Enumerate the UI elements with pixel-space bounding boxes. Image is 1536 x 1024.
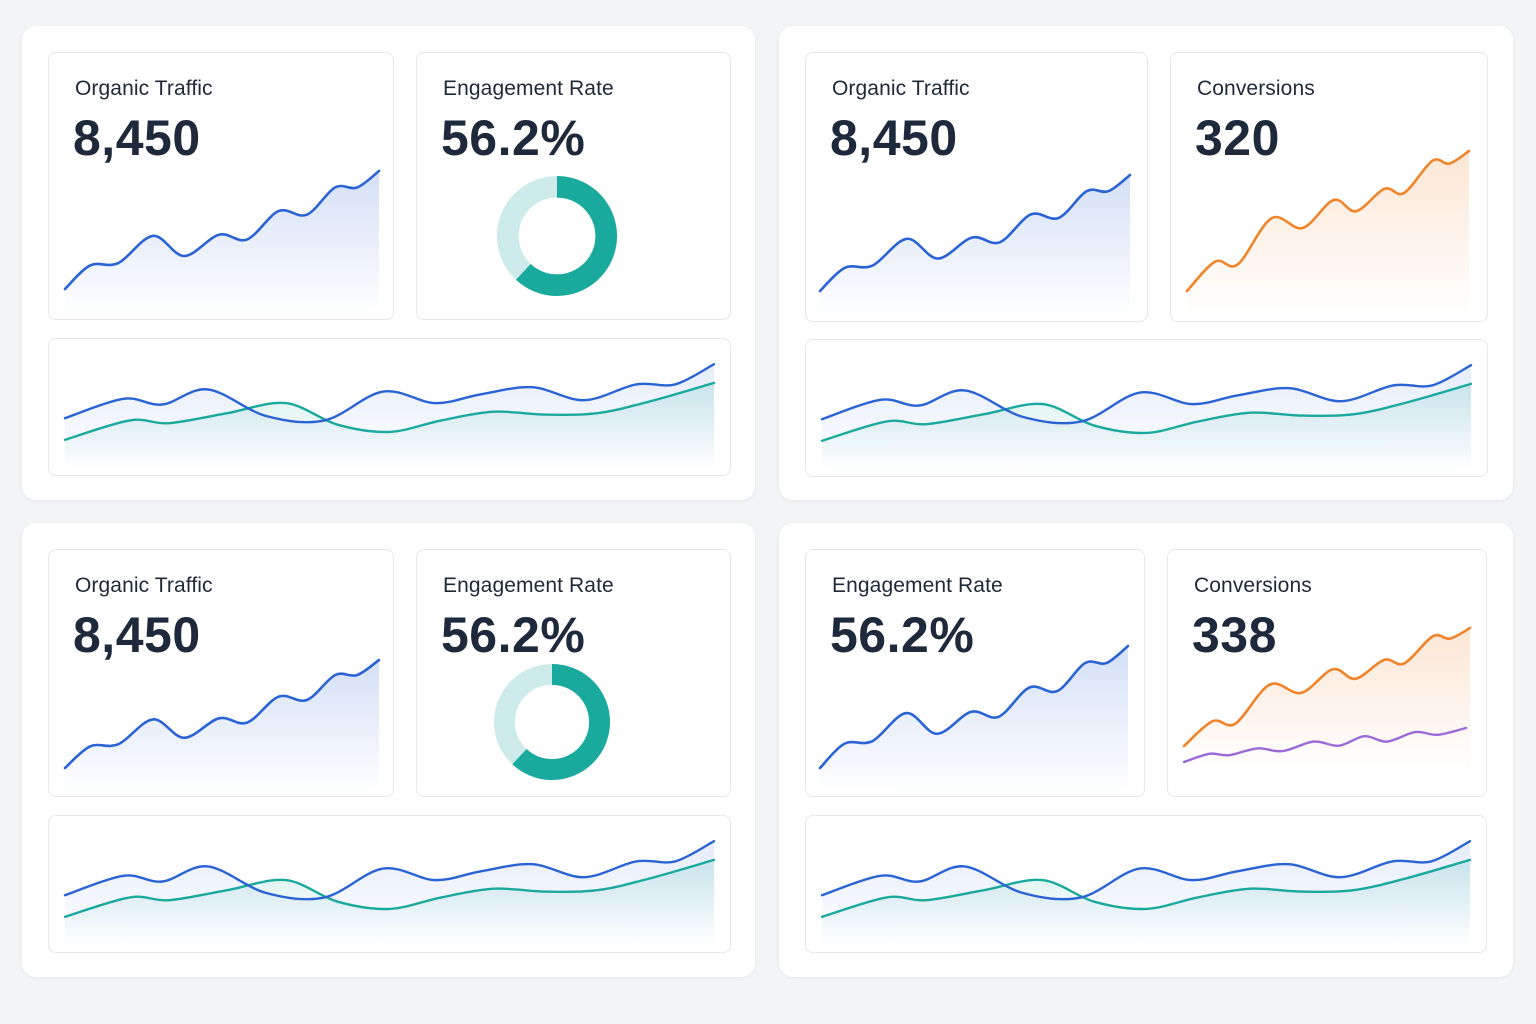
engagement-rate-sparkline [818, 644, 1130, 794]
card-title: Conversions [1197, 77, 1315, 100]
card-value: 8,450 [830, 110, 958, 166]
traffic-trend-card[interactable] [805, 815, 1487, 953]
dashboard-panel-top-right: Organic Traffic 8,450 Conversions 320 [779, 26, 1513, 500]
sparkline-line [818, 173, 1132, 293]
traffic-trend-card[interactable] [48, 815, 731, 953]
wave-line-blue [820, 364, 1473, 425]
sparkline-line [63, 658, 381, 770]
wave-area-fill-teal [65, 859, 714, 946]
wave-line-teal [820, 858, 1472, 918]
traffic-trend-card[interactable] [48, 338, 731, 476]
dashboard-panel-top-left: Organic Traffic 8,450 Engagement Rate 56… [22, 26, 755, 500]
card-title: Organic Traffic [75, 77, 213, 100]
wave-area-fill-teal [65, 382, 714, 469]
engagement-rate-card[interactable]: Engagement Rate 56.2% [805, 549, 1145, 797]
wave-line-blue [820, 840, 1472, 901]
dashboard-panel-bottom-right: Engagement Rate 56.2% Conversions 338 [779, 523, 1513, 977]
card-title: Organic Traffic [832, 77, 970, 100]
organic-traffic-card[interactable]: Organic Traffic 8,450 [48, 52, 394, 320]
sparkline-line [1182, 626, 1472, 748]
wave-line-teal [63, 381, 716, 441]
conversions-sparkline [1185, 149, 1471, 317]
sparkline-line [63, 169, 381, 291]
traffic-trend-dual-wave [63, 363, 716, 469]
conversions-card[interactable]: Conversions 338 [1167, 549, 1487, 797]
sparkline-area-fill [65, 171, 379, 315]
organic-traffic-card[interactable]: Organic Traffic 8,450 [805, 52, 1148, 322]
traffic-trend-dual-wave [820, 364, 1473, 470]
card-value: 8,450 [73, 607, 201, 663]
organic-traffic-sparkline [63, 169, 381, 315]
traffic-trend-dual-wave [820, 840, 1472, 946]
engagement-rate-donut [494, 664, 611, 781]
sparkline-area-fill [1184, 628, 1470, 772]
card-value: 56.2% [441, 110, 586, 166]
wave-line-teal [820, 382, 1473, 442]
sparkline-area-fill [820, 646, 1128, 794]
wave-area-fill-teal [822, 859, 1470, 946]
engagement-rate-card[interactable]: Engagement Rate 56.2% [416, 52, 731, 320]
conversions-card[interactable]: Conversions 320 [1170, 52, 1488, 322]
sparkline-area-fill [1187, 151, 1469, 317]
donut-arc [512, 664, 610, 780]
engagement-rate-donut [497, 176, 618, 297]
organic-traffic-card[interactable]: Organic Traffic 8,450 [48, 549, 394, 797]
card-title: Engagement Rate [443, 77, 614, 100]
sparkline-line [1185, 149, 1471, 293]
sparkline-area-fill [820, 175, 1130, 317]
organic-traffic-sparkline [818, 173, 1132, 317]
traffic-trend-card[interactable] [805, 339, 1488, 477]
wave-line-blue [63, 840, 716, 901]
card-title: Organic Traffic [75, 574, 213, 597]
engagement-rate-card[interactable]: Engagement Rate 56.2% [416, 549, 731, 797]
card-value: 320 [1195, 110, 1280, 166]
card-value: 56.2% [441, 607, 586, 663]
card-value: 8,450 [73, 110, 201, 166]
traffic-trend-dual-wave [63, 840, 716, 946]
wave-area-fill-teal [822, 383, 1471, 470]
donut-arc [515, 176, 617, 296]
organic-traffic-sparkline [63, 658, 381, 794]
sparkline-secondary-line [1182, 726, 1468, 764]
wave-line-teal [63, 858, 716, 918]
conversions-sparkline [1182, 626, 1472, 772]
card-value: 338 [1192, 607, 1277, 663]
card-title: Engagement Rate [832, 574, 1003, 597]
card-title: Conversions [1194, 574, 1312, 597]
sparkline-line [818, 644, 1130, 770]
card-value: 56.2% [830, 607, 975, 663]
card-title: Engagement Rate [443, 574, 614, 597]
dashboard-panel-bottom-left: Organic Traffic 8,450 Engagement Rate 56… [22, 523, 755, 977]
wave-line-blue [63, 363, 716, 424]
sparkline-area-fill [65, 660, 379, 794]
